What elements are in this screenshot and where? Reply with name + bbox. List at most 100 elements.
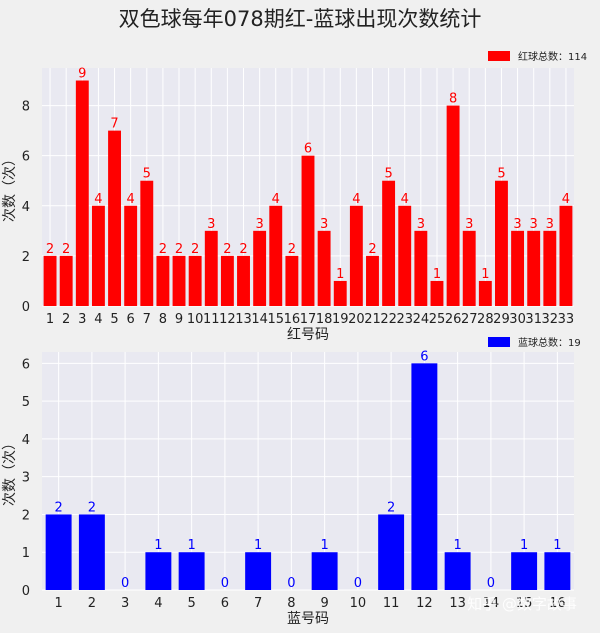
x-tick-label: 9	[175, 312, 183, 327]
x-tick-label: 11	[203, 312, 220, 327]
y-axis-label: 次数（次）	[2, 152, 18, 222]
red-bar-value-label: 1	[336, 267, 344, 282]
red-bar-value-label: 4	[127, 192, 135, 207]
red-bar-value-label: 3	[546, 217, 554, 232]
blue-bar	[145, 552, 172, 590]
chart-title: 双色球每年078期红-蓝球出现次数统计	[119, 7, 482, 31]
red-bar	[253, 230, 267, 306]
y-axis-label: 次数（次）	[2, 436, 18, 506]
blue-bar-value-label: 1	[553, 538, 561, 553]
red-bar	[559, 205, 573, 306]
red-legend-swatch	[488, 51, 510, 61]
watermark-text: 知乎 @数字故事	[467, 595, 577, 613]
red-bar	[188, 255, 202, 306]
red-bar-value-label: 7	[110, 117, 118, 132]
blue-bar	[544, 552, 571, 590]
x-tick-label: 31	[525, 312, 542, 327]
red-bar-value-label: 2	[368, 242, 376, 257]
red-bar	[124, 205, 138, 306]
x-tick-label: 7	[143, 312, 151, 327]
x-tick-label: 4	[94, 312, 102, 327]
x-tick-label: 3	[121, 596, 129, 611]
x-tick-label: 1	[54, 596, 62, 611]
x-tick-label: 3	[78, 312, 86, 327]
x-tick-label: 10	[350, 596, 367, 611]
x-tick-label: 16	[549, 596, 566, 611]
red-bar	[414, 230, 428, 306]
red-bar	[462, 230, 476, 306]
red-bar-value-label: 3	[465, 217, 473, 232]
x-tick-label: 8	[287, 596, 295, 611]
red-bar	[140, 180, 154, 306]
blue-bar-value-label: 1	[254, 538, 262, 553]
blue-bar-value-label: 2	[88, 500, 96, 515]
y-tick-label: 4	[22, 433, 30, 448]
red-bar-value-label: 3	[417, 217, 425, 232]
x-tick-label: 2	[88, 596, 96, 611]
red-bar-value-label: 3	[513, 217, 521, 232]
x-tick-label: 14	[251, 312, 268, 327]
y-tick-label: 0	[22, 584, 30, 599]
red-bar	[333, 280, 347, 306]
red-bar-value-label: 5	[384, 167, 392, 182]
x-tick-label: 28	[477, 312, 494, 327]
blue-bar-value-label: 1	[320, 538, 328, 553]
x-tick-label: 22	[380, 312, 397, 327]
x-tick-label: 9	[320, 596, 328, 611]
x-tick-label: 4	[154, 596, 162, 611]
x-axis-label: 红号码	[287, 327, 329, 343]
x-tick-label: 21	[364, 312, 381, 327]
blue-bar	[411, 363, 438, 590]
red-bar	[220, 255, 234, 306]
red-bar-value-label: 3	[320, 217, 328, 232]
red-bar-value-label: 2	[223, 242, 231, 257]
x-tick-label: 19	[332, 312, 349, 327]
red-bar	[511, 230, 525, 306]
red-bar-value-label: 6	[304, 142, 312, 157]
blue-bar-value-label: 2	[387, 500, 395, 515]
red-bar	[43, 255, 57, 306]
red-bar	[156, 255, 170, 306]
red-bar	[91, 205, 105, 306]
red-bar	[398, 205, 412, 306]
red-bar-value-label: 2	[62, 242, 70, 257]
red-bar	[349, 205, 363, 306]
red-bar	[237, 255, 250, 306]
red-bar-value-label: 2	[159, 242, 167, 257]
red-bar-value-label: 2	[288, 242, 296, 257]
x-tick-label: 18	[316, 312, 333, 327]
red-bar-value-label: 3	[255, 217, 263, 232]
x-tick-label: 24	[413, 312, 430, 327]
red-bar-value-label: 4	[562, 192, 570, 207]
x-tick-label: 29	[493, 312, 510, 327]
x-tick-label: 20	[348, 312, 365, 327]
x-tick-label: 11	[383, 596, 400, 611]
blue-bar	[378, 514, 405, 590]
x-tick-label: 23	[396, 312, 413, 327]
x-tick-label: 30	[509, 312, 526, 327]
x-tick-label: 13	[235, 312, 252, 327]
red-bar	[527, 230, 541, 306]
red-bar-value-label: 9	[78, 67, 86, 82]
blue-bar-value-label: 6	[420, 349, 428, 364]
blue-bar-value-label: 0	[287, 576, 295, 591]
red-bar	[430, 280, 444, 306]
red-bar-value-label: 2	[239, 242, 247, 257]
blue-bar-value-label: 1	[187, 538, 195, 553]
x-tick-label: 8	[159, 312, 167, 327]
blue-bar	[311, 552, 338, 590]
y-tick-label: 6	[22, 357, 30, 372]
x-tick-label: 5	[110, 312, 118, 327]
blue-legend-swatch	[488, 337, 510, 347]
x-tick-label: 6	[127, 312, 135, 327]
red-bar	[478, 280, 492, 306]
x-tick-label: 16	[284, 312, 301, 327]
blue-bar-value-label: 0	[354, 576, 362, 591]
blue-bar-value-label: 1	[154, 538, 162, 553]
red-bar-value-label: 4	[401, 192, 409, 207]
red-bar	[75, 80, 89, 307]
blue-bar-value-label: 0	[121, 576, 129, 591]
blue-bar-value-label: 1	[453, 538, 461, 553]
red-bar	[382, 180, 396, 306]
